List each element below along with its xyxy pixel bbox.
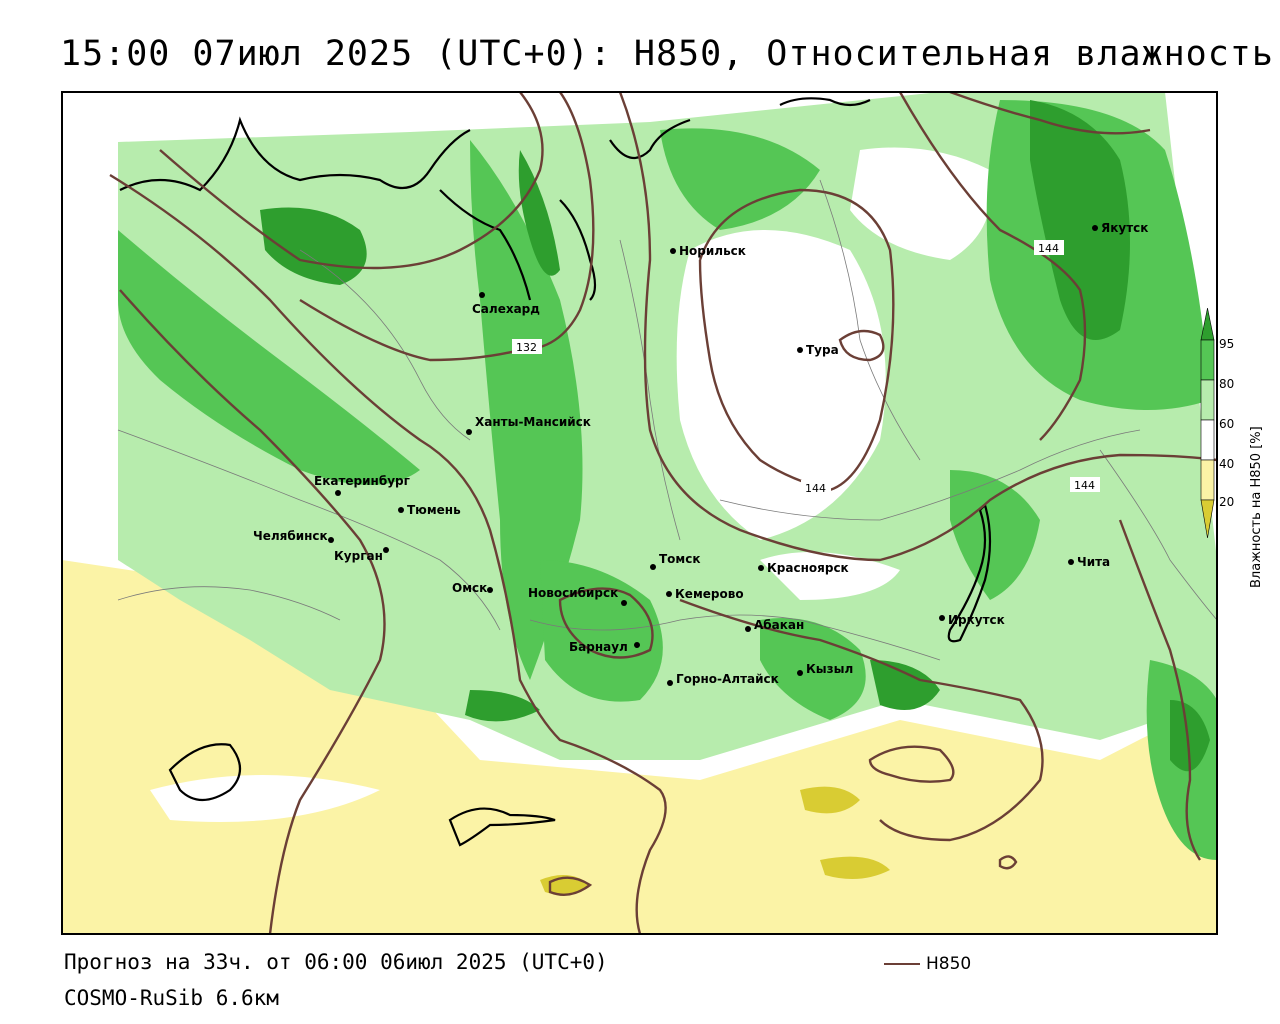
model-info: COSMO-RuSib 6.6км: [64, 986, 279, 1010]
city-marker: [1068, 559, 1074, 565]
city-marker: [398, 507, 404, 513]
city-label: Абакан: [754, 618, 804, 632]
city-tomsk: Томск: [650, 552, 701, 570]
city-marker: [383, 547, 389, 553]
city-label: Тура: [806, 343, 839, 357]
colorbar-tick: 60: [1219, 417, 1234, 431]
city-chita: Чита: [1068, 555, 1110, 569]
city-khanty: Ханты-Мансийск: [466, 415, 591, 435]
city-omsk: Омск: [452, 581, 493, 595]
city-marker: [1092, 225, 1098, 231]
city-label: Кемерово: [675, 587, 744, 601]
colorbar-tick: 20: [1219, 495, 1234, 509]
contour-label: 144: [1038, 242, 1059, 255]
city-marker: [335, 490, 341, 496]
forecast-info: Прогноз на 33ч. от 06:00 06июл 2025 (UTC…: [64, 950, 608, 974]
city-label: Новосибирск: [528, 586, 618, 600]
contour-label: 132: [516, 341, 537, 354]
city-marker: [634, 642, 640, 648]
city-label: Екатеринбург: [314, 474, 410, 488]
city-gorno: Горно-Алтайск: [667, 672, 779, 686]
city-marker: [797, 670, 803, 676]
coastlines: [119, 97, 992, 847]
contour-legend-label: H850: [926, 954, 972, 974]
city-label: Ханты-Мансийск: [475, 415, 591, 429]
city-kurgan: Курган: [334, 547, 389, 563]
city-chelyabinsk: Челябинск: [253, 529, 334, 543]
colorbar-band-80-95: [1200, 339, 1215, 381]
city-label: Барнаул: [569, 640, 628, 654]
city-label: Салехард: [472, 302, 540, 316]
city-label: Курган: [334, 549, 383, 563]
h850-contours: [109, 92, 1217, 934]
city-marker: [466, 429, 472, 435]
city-label: Горно-Алтайск: [676, 672, 779, 686]
city-marker: [667, 680, 673, 686]
city-irkutsk: Иркутск: [939, 613, 1005, 627]
city-marker: [797, 347, 803, 353]
city-abakan: Абакан: [745, 618, 804, 632]
colorbar-bottom-triangle: [1200, 499, 1215, 539]
contour-label: 144: [1074, 479, 1095, 492]
city-label: Кызыл: [806, 662, 853, 676]
colorbar-tick: 95: [1219, 337, 1234, 351]
city-kemerovo: Кемерово: [666, 587, 744, 601]
city-label: Челябинск: [253, 529, 328, 543]
colorbar-band-20-40: [1200, 459, 1215, 501]
city-kyzyl: Кызыл: [797, 662, 853, 676]
city-label: Красноярск: [767, 561, 849, 575]
city-barnaul: Барнаул: [569, 640, 640, 654]
city-norilsk: Норильск: [670, 244, 746, 258]
city-tyumen: Тюмень: [398, 503, 461, 517]
map-frame: [61, 91, 1218, 935]
contour-labels: 132 144 144 144: [512, 240, 1100, 495]
city-marker: [487, 587, 493, 593]
city-marker: [650, 564, 656, 570]
admin-borders: [117, 179, 1218, 661]
city-label: Омск: [452, 581, 487, 595]
city-marker: [758, 565, 764, 571]
city-marker: [745, 626, 751, 632]
city-marker: [328, 537, 334, 543]
city-label: Иркутск: [948, 613, 1005, 627]
city-marker: [621, 600, 627, 606]
city-marker: [670, 248, 676, 254]
city-label: Тюмень: [407, 503, 461, 517]
city-layer: Салехард Норильск Якутск Тура Ханты-Мансийск…: [253, 221, 1148, 686]
city-label: Якутск: [1101, 221, 1148, 235]
colorbar-title: Влажность на H850 [%]: [1249, 426, 1264, 588]
city-label: Чита: [1077, 555, 1110, 569]
city-novosibirsk: Новосибирск: [528, 586, 627, 606]
colorbar-band-60-80: [1200, 379, 1215, 421]
city-marker: [939, 615, 945, 621]
city-label: Норильск: [679, 244, 746, 258]
contour-legend: H850: [884, 954, 971, 974]
city-yakutsk: Якутск: [1092, 221, 1148, 235]
city-marker: [666, 591, 672, 597]
colorbar-tick: 80: [1219, 377, 1234, 391]
city-salekhard: Салехард: [472, 292, 540, 316]
city-krasnoyarsk: Красноярск: [758, 561, 849, 575]
humidity-field: [62, 92, 1217, 934]
city-tura: Тура: [797, 343, 839, 357]
colorbar-tick: 40: [1219, 457, 1234, 471]
city-marker: [479, 292, 485, 298]
map-title: 15:00 07июл 2025 (UTC+0): H850, Относите…: [60, 34, 1274, 74]
city-label: Томск: [659, 552, 701, 566]
colorbar: 95 80 60 40 20 Влажность на H850 [%]: [1200, 307, 1264, 588]
contour-legend-line: [884, 963, 920, 965]
contour-label: 144: [805, 482, 826, 495]
colorbar-band-40-60: [1200, 419, 1215, 461]
city-ekb: Екатеринбург: [314, 474, 410, 496]
